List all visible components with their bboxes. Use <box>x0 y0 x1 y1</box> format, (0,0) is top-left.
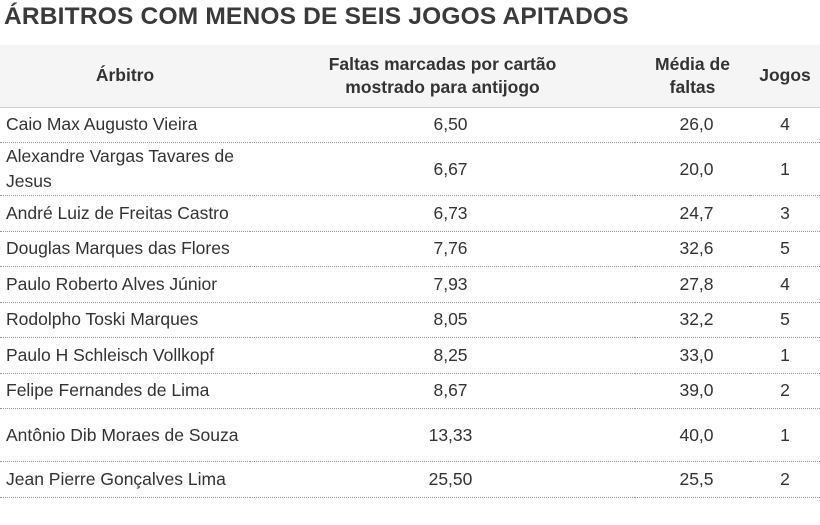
table-row: Paulo H Schleisch Vollkopf 8,25 33,0 1 <box>0 338 820 373</box>
referee-name-cell: Jean Pierre Gonçalves Lima <box>6 468 226 489</box>
referee-name-cell: Felipe Fernandes de Lima <box>6 380 210 401</box>
avg-fouls-cell: 20,0 <box>679 158 714 179</box>
referee-name-cell: André Luiz de Freitas Castro <box>6 202 229 223</box>
page-title: ÁRBITROS COM MENOS DE SEIS JOGOS APITADO… <box>4 3 629 30</box>
table-row: Jean Pierre Gonçalves Lima 25,50 25,5 2 <box>0 462 820 497</box>
referee-name-cell: Rodolpho Toski Marques <box>6 309 199 330</box>
avg-fouls-cell: 33,0 <box>679 344 714 365</box>
referee-name-cell: Douglas Marques das Flores <box>6 238 230 259</box>
column-header-fouls-per-card-line2: mostrado para antijogo <box>345 76 540 97</box>
column-header-games-label: Jogos <box>759 65 811 86</box>
avg-fouls-cell: 32,2 <box>679 309 714 330</box>
games-cell: 5 <box>780 309 790 330</box>
table-row: Caio Max Augusto Vieira 6,50 26,0 4 <box>0 107 820 143</box>
table-row: Felipe Fernandes de Lima 8,67 39,0 2 <box>0 373 820 409</box>
games-cell: 1 <box>780 158 790 179</box>
avg-fouls-cell: 24,7 <box>679 202 714 223</box>
referee-name-cell: Paulo Roberto Alves Júnior <box>6 273 218 294</box>
games-cell: 2 <box>780 468 790 489</box>
avg-fouls-cell: 39,0 <box>679 380 714 401</box>
table-row: André Luiz de Freitas Castro 6,73 24,7 3 <box>0 196 820 231</box>
games-cell: 3 <box>780 202 790 223</box>
games-cell: 2 <box>780 380 790 401</box>
fouls-per-card-cell: 8,67 <box>433 380 468 401</box>
referee-table: Árbitro Faltas marcadas por cartão mostra… <box>0 45 820 498</box>
table-row: Alexandre Vargas Tavares de Jesus 6,67 2… <box>0 143 820 196</box>
fouls-per-card-cell: 6,67 <box>433 158 468 179</box>
fouls-per-card-cell: 6,50 <box>433 114 468 135</box>
column-header-fouls-per-card-line1: Faltas marcadas por cartão <box>328 53 557 74</box>
games-cell: 1 <box>780 344 790 365</box>
referee-name-cell: Alexandre Vargas Tavares de Jesus <box>6 146 234 191</box>
column-header-referee: Árbitro <box>0 45 250 108</box>
avg-fouls-cell: 25,5 <box>679 468 714 489</box>
table-header: Árbitro Faltas marcadas por cartão mostra… <box>0 45 820 108</box>
column-header-avg-fouls: Média de faltas <box>635 45 750 108</box>
header-row: Árbitro Faltas marcadas por cartão mostra… <box>0 45 820 108</box>
fouls-per-card-cell: 8,05 <box>433 309 468 330</box>
column-header-avg-fouls-line2: faltas <box>669 76 716 97</box>
table-body: Caio Max Augusto Vieira 6,50 26,0 4 Alex… <box>0 107 820 497</box>
avg-fouls-cell: 27,8 <box>679 273 714 294</box>
fouls-per-card-cell: 6,73 <box>433 202 468 223</box>
table-row: Rodolpho Toski Marques 8,05 32,2 5 <box>0 302 820 338</box>
table-row: Paulo Roberto Alves Júnior 7,93 27,8 4 <box>0 267 820 302</box>
column-header-referee-label: Árbitro <box>95 65 155 86</box>
column-header-avg-fouls-line1: Média de <box>655 53 730 74</box>
table-row: Antônio Dib Moraes de Souza 13,33 40,0 1 <box>0 409 820 462</box>
games-cell: 1 <box>780 424 790 445</box>
column-header-games: Jogos <box>750 45 820 108</box>
avg-fouls-cell: 26,0 <box>679 114 714 135</box>
fouls-per-card-cell: 7,76 <box>433 238 468 259</box>
games-cell: 4 <box>780 114 790 135</box>
referee-name-cell: Paulo H Schleisch Vollkopf <box>6 344 215 365</box>
games-cell: 4 <box>780 273 790 294</box>
referee-name-cell: Caio Max Augusto Vieira <box>6 114 198 135</box>
table-row: Douglas Marques das Flores 7,76 32,6 5 <box>0 231 820 267</box>
referee-table-container: Árbitro Faltas marcadas por cartão mostra… <box>0 45 820 498</box>
fouls-per-card-cell: 7,93 <box>433 273 468 294</box>
fouls-per-card-cell: 8,25 <box>433 344 468 365</box>
column-header-fouls-per-card: Faltas marcadas por cartão mostrado para … <box>250 45 635 108</box>
avg-fouls-cell: 40,0 <box>679 424 714 445</box>
avg-fouls-cell: 32,6 <box>679 238 714 259</box>
referee-name-cell: Antônio Dib Moraes de Souza <box>6 424 239 445</box>
games-cell: 5 <box>780 238 790 259</box>
fouls-per-card-cell: 25,50 <box>428 468 473 489</box>
fouls-per-card-cell: 13,33 <box>428 424 473 445</box>
